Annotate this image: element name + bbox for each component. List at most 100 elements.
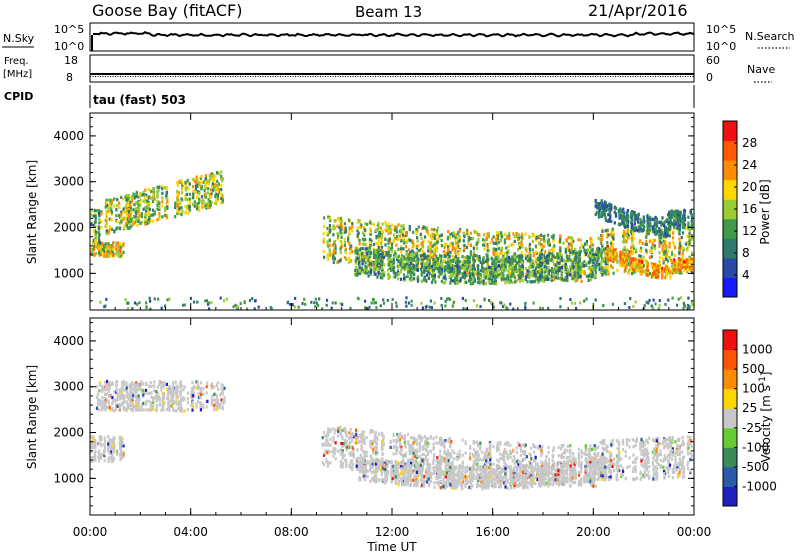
range-cell: [629, 258, 633, 262]
range-cell: [601, 237, 604, 241]
range-cell: [628, 250, 631, 254]
range-cell: [660, 220, 663, 224]
range-cell: [357, 231, 360, 235]
range-cell: [559, 247, 562, 251]
range-cell: [369, 261, 373, 265]
range-cell: [475, 272, 478, 276]
range-cell: [463, 280, 466, 284]
range-cell: [674, 215, 677, 219]
range-cell: [129, 213, 132, 217]
range-cell: [174, 205, 177, 210]
range-cell: [127, 197, 130, 201]
range-cell: [500, 234, 504, 238]
range-cell: [388, 240, 391, 244]
range-cell: [679, 244, 682, 248]
range-cell: [505, 246, 508, 250]
range-cell: [569, 242, 572, 246]
range-cell: [409, 250, 412, 254]
range-cell: [557, 266, 560, 270]
range-cell: [456, 232, 460, 236]
range-cell: [559, 240, 562, 244]
power-colorbar-swatch: [723, 238, 737, 259]
range-cell: [490, 271, 493, 275]
range-cell: [452, 246, 455, 250]
range-cell: [430, 227, 433, 232]
range-cell: [107, 231, 110, 235]
range-cell: [579, 250, 582, 254]
range-cell: [500, 231, 503, 235]
range-cell: [379, 232, 382, 236]
range-cell: [215, 186, 218, 190]
range-cell: [534, 266, 538, 270]
range-cell: [161, 204, 164, 208]
range-cell: [598, 266, 601, 270]
range-cell: [589, 273, 592, 277]
range-cell: [116, 220, 119, 224]
range-cell: [401, 258, 405, 263]
range-cell: [604, 265, 607, 270]
range-cell: [529, 261, 532, 266]
range-cell: [375, 266, 378, 270]
range-cell: [492, 305, 495, 309]
range-cell: [475, 254, 478, 258]
range-cell: [211, 188, 214, 192]
range-cell: [327, 257, 330, 261]
range-cell: [181, 185, 184, 189]
range-cell: [532, 254, 535, 258]
range-cell: [624, 240, 628, 244]
range-cell: [429, 242, 432, 246]
range-cell: [630, 220, 633, 224]
range-cell: [454, 266, 457, 271]
range-cell: [469, 272, 472, 276]
range-cell: [219, 296, 222, 300]
range-cell: [437, 262, 440, 266]
range-cell: [378, 261, 381, 266]
range-cell: [98, 238, 101, 243]
range-cell: [449, 250, 452, 254]
range-cell: [356, 271, 360, 275]
range-cell: [625, 258, 628, 263]
range-cell: [375, 228, 378, 233]
range-cell: [614, 256, 617, 260]
range-cell: [127, 208, 130, 212]
range-cell: [486, 232, 489, 236]
power-colorbar-tick-label: 4: [742, 268, 750, 282]
range-cell: [363, 242, 366, 246]
range-cell: [597, 258, 600, 262]
range-cell: [456, 264, 459, 268]
range-cell: [657, 271, 660, 275]
range-cell: [207, 191, 210, 195]
range-cell: [682, 221, 685, 225]
range-cell: [550, 276, 553, 280]
power-colorbar-swatch: [723, 121, 737, 142]
range-cell: [131, 195, 134, 199]
range-cell: [518, 257, 521, 261]
range-cell: [668, 225, 671, 229]
range-cell: [417, 249, 420, 253]
range-cell: [204, 299, 207, 303]
range-cell: [532, 263, 535, 267]
range-cell: [658, 303, 661, 307]
range-cell: [574, 274, 577, 279]
range-cell: [94, 214, 97, 218]
range-cell: [209, 203, 212, 207]
range-cell: [548, 258, 551, 262]
range-cell: [585, 250, 588, 254]
range-cell: [531, 248, 534, 252]
range-cell: [400, 277, 403, 281]
range-cell: [126, 219, 129, 223]
range-cell: [552, 267, 555, 272]
range-cell: [560, 268, 564, 272]
range-cell: [452, 234, 455, 238]
range-cell: [343, 240, 346, 244]
range-cell: [690, 221, 694, 225]
range-cell: [673, 262, 676, 266]
range-cell: [540, 272, 543, 276]
range-cell: [153, 210, 156, 214]
range-cell: [476, 264, 479, 268]
range-cell: [341, 303, 344, 307]
range-cell: [336, 237, 339, 241]
range-cell: [597, 236, 600, 240]
range-cell: [382, 298, 385, 302]
